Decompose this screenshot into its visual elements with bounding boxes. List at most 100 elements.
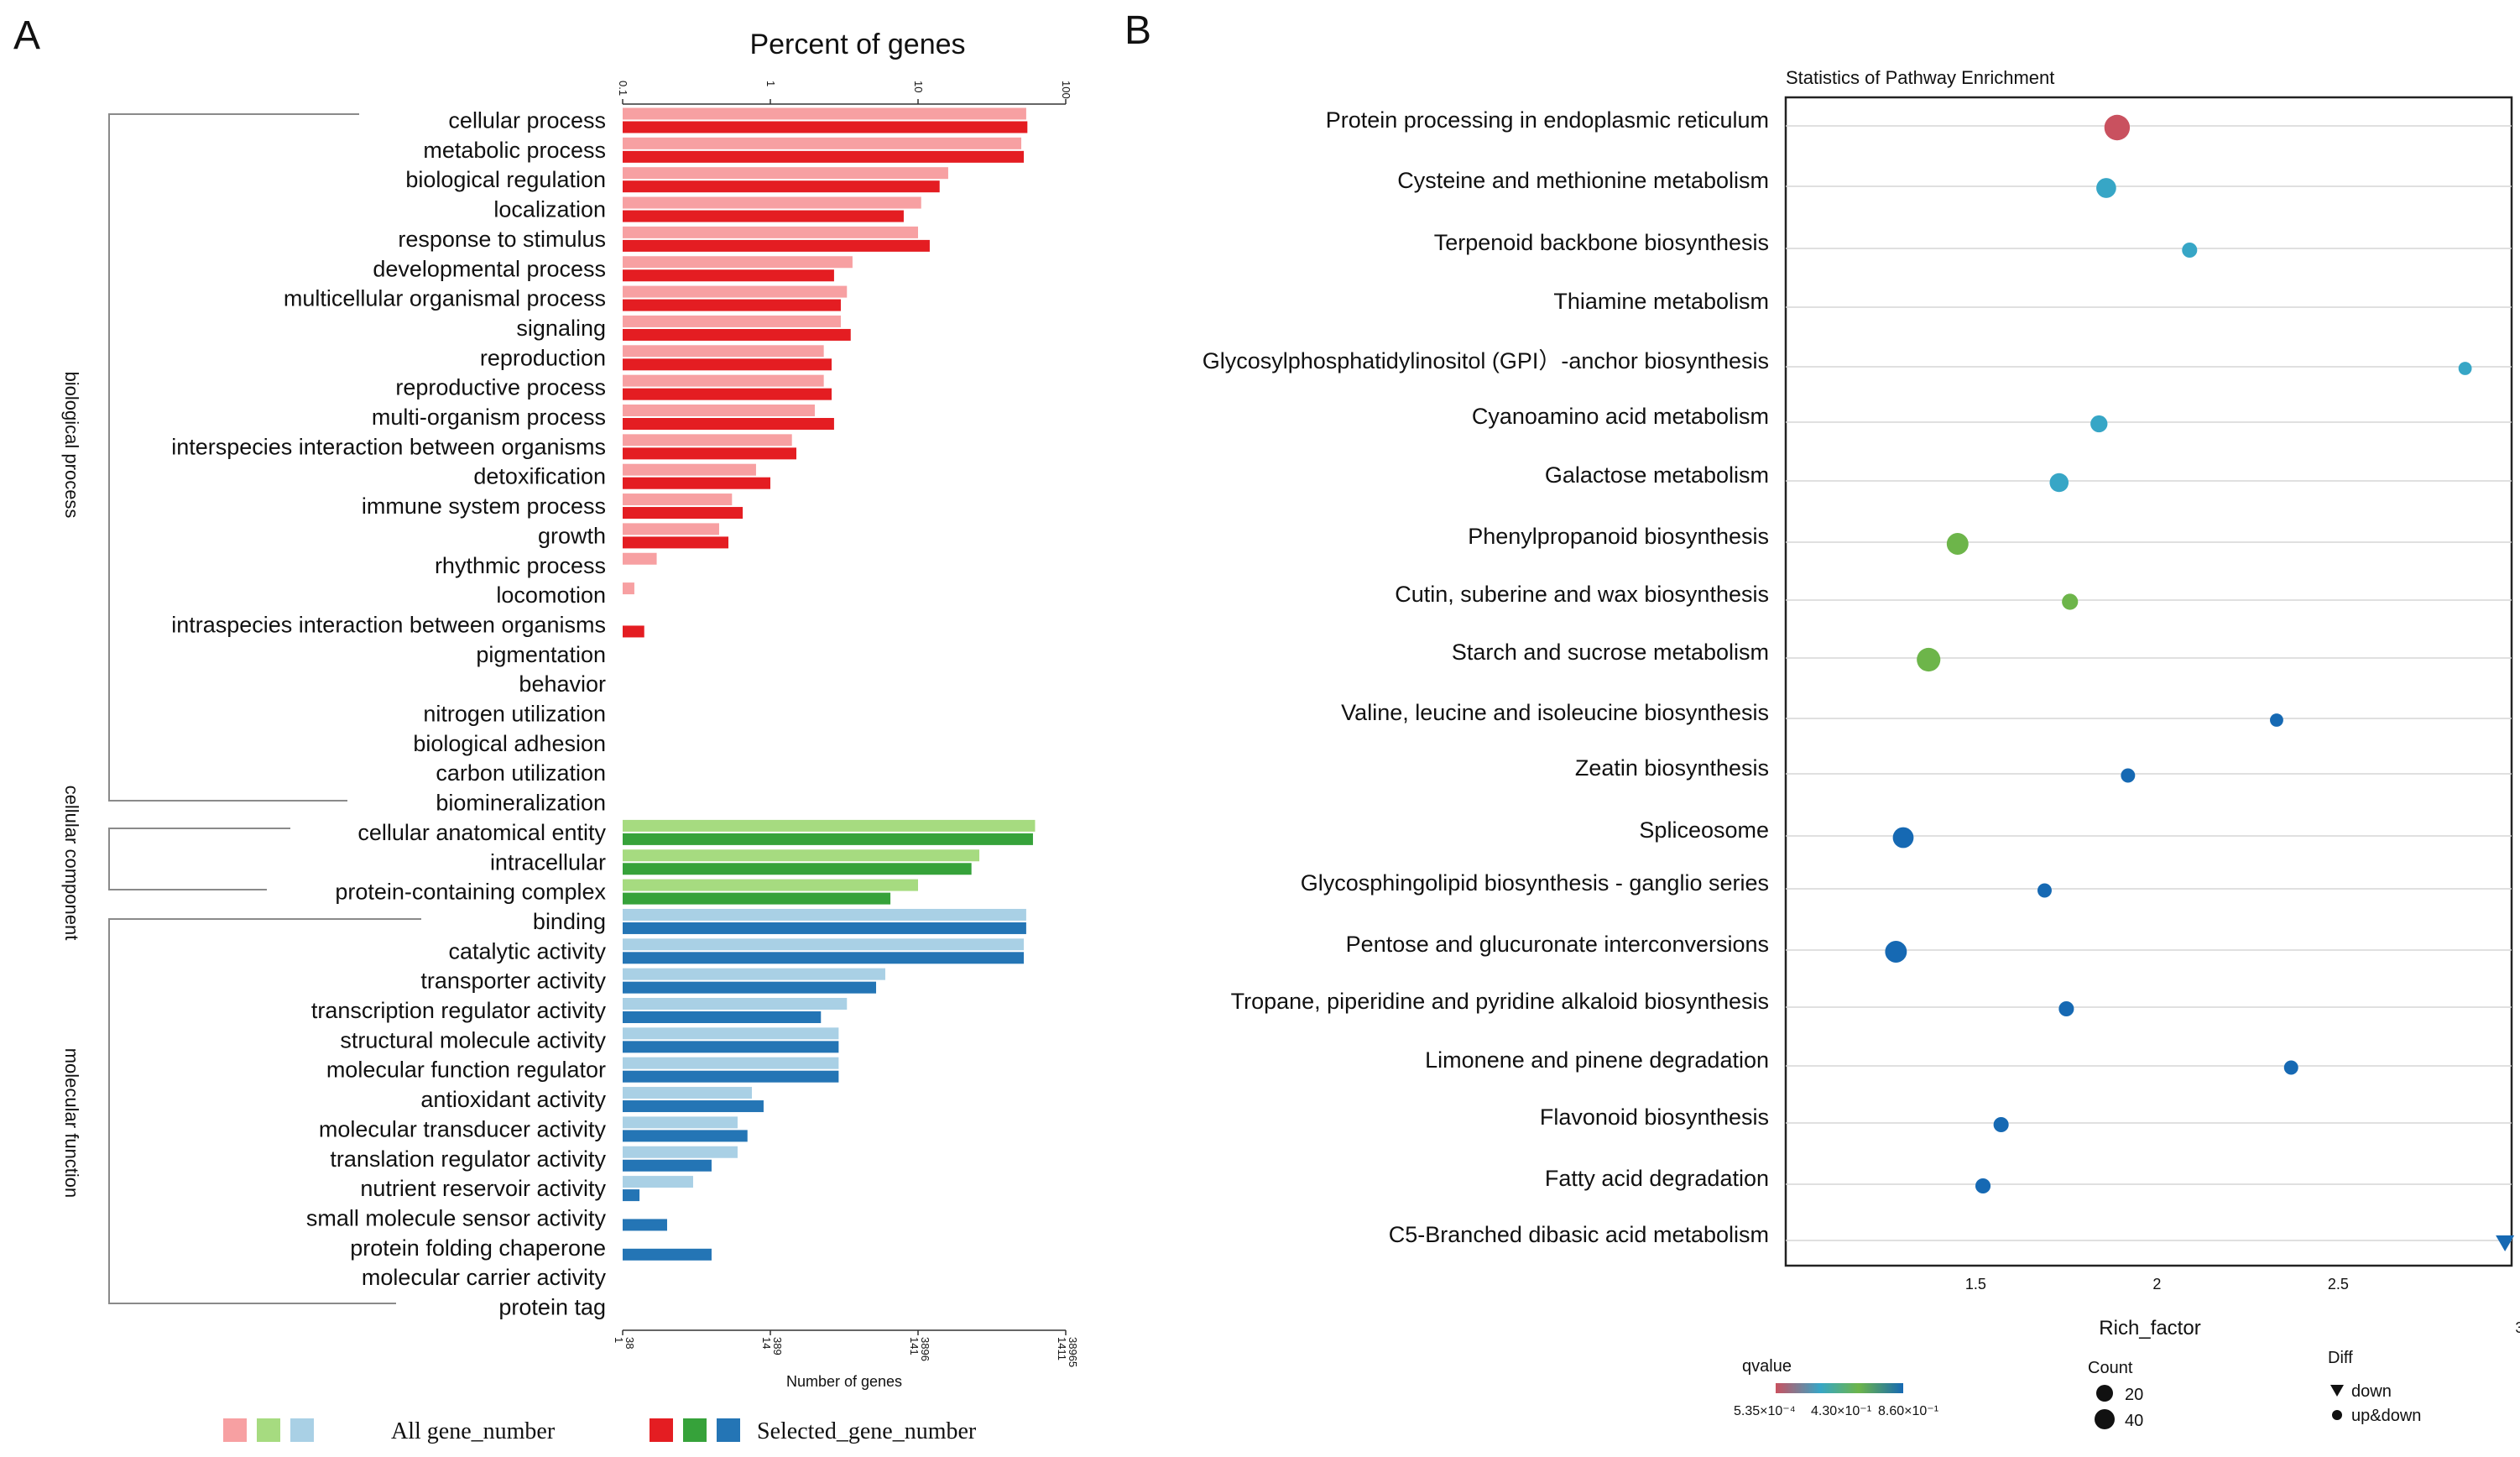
category-label: interspecies interaction between organis… bbox=[171, 434, 606, 459]
pathway-label: Galactose metabolism bbox=[1545, 462, 1769, 488]
top-tick-label: 100 bbox=[1060, 81, 1072, 99]
pathway-label: Spliceosome bbox=[1639, 817, 1769, 843]
bar-all bbox=[623, 107, 1026, 120]
bar-all bbox=[623, 434, 792, 446]
pathway-label: Tropane, piperidine and pyridine alkaloi… bbox=[1231, 989, 1769, 1014]
bottom-tick-label-selected: 141 bbox=[908, 1337, 921, 1355]
category-label: translation regulator activity bbox=[330, 1146, 606, 1172]
bar-all bbox=[623, 1087, 753, 1099]
x-tick-label: 2 bbox=[2152, 1276, 2161, 1292]
bar-selected bbox=[623, 418, 834, 430]
bottom-tick-label-selected: 1411 bbox=[1056, 1337, 1068, 1360]
category-label: growth bbox=[538, 523, 606, 548]
bar-all bbox=[623, 256, 853, 269]
count-legend-dot-20 bbox=[2096, 1385, 2113, 1402]
category-label: immune system process bbox=[362, 494, 606, 519]
category-label: biological adhesion bbox=[413, 731, 606, 756]
bar-all bbox=[623, 137, 1022, 149]
bar-selected bbox=[623, 892, 891, 905]
bracket-cellular-component bbox=[108, 828, 290, 890]
qvalue-colorbar bbox=[1776, 1383, 1903, 1393]
bar-selected bbox=[623, 1159, 712, 1172]
group-label-biological-process: biological process bbox=[61, 372, 82, 519]
bar-selected bbox=[623, 507, 743, 520]
pathway-label: Glycosylphosphatidylinositol (GPI）-ancho… bbox=[1203, 348, 1769, 373]
category-label: reproduction bbox=[480, 345, 606, 370]
pathway-label: Flavonoid biosynthesis bbox=[1540, 1104, 1769, 1130]
point bbox=[2062, 593, 2079, 610]
bar-all bbox=[623, 226, 918, 238]
bar-all bbox=[623, 463, 756, 476]
bar-selected bbox=[623, 1011, 822, 1023]
point bbox=[2458, 362, 2472, 375]
bar-all bbox=[623, 374, 824, 387]
point bbox=[1917, 647, 1941, 672]
category-label: molecular transducer activity bbox=[319, 1116, 607, 1141]
bottom-tick-label-all: 3896 bbox=[919, 1337, 931, 1361]
category-label: metabolic process bbox=[423, 138, 606, 163]
bar-selected bbox=[623, 121, 1028, 133]
category-label: reproductive process bbox=[395, 375, 606, 400]
pathway-label: Thiamine metabolism bbox=[1553, 289, 1769, 314]
panel-a-xlabel: Number of genes bbox=[786, 1373, 902, 1390]
bracket-molecular-function bbox=[108, 918, 421, 1304]
bar-all bbox=[623, 285, 848, 298]
bar-all bbox=[623, 908, 1026, 921]
category-label: nutrient reservoir activity bbox=[360, 1176, 606, 1201]
bar-selected bbox=[623, 388, 832, 400]
pathway-label: Protein processing in endoplasmic reticu… bbox=[1326, 107, 1769, 133]
point bbox=[2270, 713, 2283, 727]
category-label: antioxidant activity bbox=[420, 1087, 606, 1112]
panel-a-title: Percent of genes bbox=[749, 29, 965, 60]
bar-selected bbox=[623, 1041, 839, 1053]
bar-all bbox=[623, 998, 848, 1010]
bar-selected bbox=[623, 1219, 667, 1231]
category-label: response to stimulus bbox=[398, 227, 606, 252]
point bbox=[2283, 1060, 2298, 1075]
bar-selected bbox=[623, 269, 834, 282]
pathway-label: Pentose and glucuronate interconversions bbox=[1346, 932, 1769, 957]
pathway-label: Valine, leucine and isoleucine biosynthe… bbox=[1341, 700, 1769, 725]
category-label: binding bbox=[533, 909, 606, 934]
category-brackets: biological process cellular component mo… bbox=[61, 113, 421, 1304]
bar-selected bbox=[623, 299, 841, 311]
bottom-tick-label-all: 389 bbox=[771, 1337, 784, 1355]
pathway-label: Fatty acid degradation bbox=[1545, 1166, 1769, 1191]
bottom-tick-label-selected: 14 bbox=[760, 1337, 773, 1349]
panel-a-legend: All gene_number Selected_gene_number bbox=[223, 1418, 977, 1444]
point bbox=[1885, 941, 1907, 963]
point bbox=[2121, 768, 2136, 783]
qvalue-title: qvalue bbox=[1742, 1357, 1792, 1376]
bar-selected bbox=[623, 1189, 640, 1202]
bar-all bbox=[623, 552, 657, 565]
category-label: behavior bbox=[519, 671, 606, 697]
bar-selected bbox=[623, 1100, 764, 1113]
category-label: intracellular bbox=[490, 849, 606, 875]
bracket-biological-process bbox=[108, 113, 359, 802]
category-label: locomotion bbox=[496, 582, 606, 608]
bar-all bbox=[623, 523, 719, 535]
panel-a: A Percent of genes 0.1 1 10 100 biological … bbox=[13, 13, 1079, 1444]
x-axis: 1.5 2 2.5 3 bbox=[1965, 1276, 2520, 1336]
bar-all bbox=[623, 582, 634, 595]
top-axis: 0.1 1 10 100 bbox=[617, 81, 1072, 105]
category-label: developmental process bbox=[373, 256, 606, 281]
top-tick-label: 1 bbox=[764, 81, 777, 86]
gridlines bbox=[1786, 125, 2512, 1241]
category-label: catalytic activity bbox=[448, 938, 606, 964]
bar-all bbox=[623, 849, 980, 862]
bottom-tick-label-all: 38965 bbox=[1067, 1337, 1079, 1367]
bar-selected bbox=[623, 536, 729, 549]
bar-selected bbox=[623, 1070, 839, 1083]
bar-all bbox=[623, 405, 815, 416]
category-label: intraspecies interaction between organis… bbox=[171, 612, 606, 637]
category-label: multicellular organismal process bbox=[284, 286, 606, 311]
panel-b-title: Statistics of Pathway Enrichment bbox=[1786, 67, 2054, 88]
qvalue-tick-high: 8.60×10⁻¹ bbox=[1878, 1404, 1938, 1418]
point bbox=[2037, 883, 2052, 898]
bottom-tick-label-selected: 1 bbox=[613, 1337, 625, 1343]
bar-all bbox=[623, 1146, 738, 1158]
bar-all bbox=[623, 494, 733, 506]
bar-all bbox=[623, 1116, 738, 1129]
